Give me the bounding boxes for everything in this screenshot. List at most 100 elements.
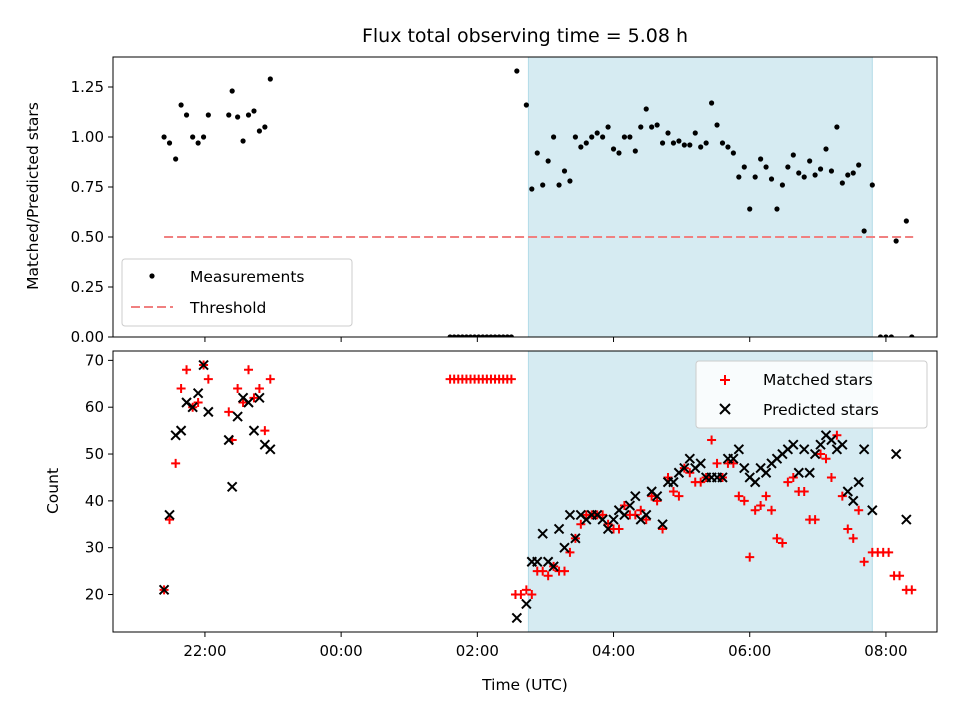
measurement-point	[649, 124, 655, 130]
predicted-star-point	[187, 401, 198, 413]
measurement-point	[752, 174, 758, 180]
matched-star-point	[598, 510, 608, 520]
predicted-star-point	[548, 561, 559, 572]
predicted-star-point	[641, 509, 652, 521]
measurement-point	[665, 130, 671, 136]
matched-star-point	[810, 515, 820, 525]
predicted-star-point	[198, 359, 209, 371]
measurement-point	[508, 334, 514, 337]
predicted-star-point	[853, 476, 864, 488]
bottom-y-tick-label: 30	[85, 539, 104, 557]
predicted-star-point	[265, 444, 276, 455]
bottom-y-tick-label: 70	[85, 351, 104, 369]
bottom-frame	[112, 350, 938, 633]
measurement-point	[484, 334, 490, 337]
predicted-star-point	[788, 439, 799, 450]
predicted-star-point	[717, 472, 728, 483]
measurement-point	[480, 334, 486, 337]
measurement-point	[523, 102, 529, 108]
top-y-tick-label: 0.75	[71, 178, 104, 196]
bottom-y-tick-label: 60	[85, 398, 104, 416]
bottom-y-tick-label: 40	[85, 492, 104, 510]
predicted-star-point	[630, 490, 641, 502]
measurement-point	[173, 156, 179, 162]
measurement-point	[463, 334, 470, 337]
predicted-star-point	[537, 528, 548, 539]
measurement-point	[768, 176, 775, 182]
measurement-point	[529, 186, 535, 192]
measurement-point	[687, 142, 693, 148]
predicted-star-point	[602, 523, 614, 535]
matched-star-point	[837, 491, 847, 501]
predicted-star-point	[739, 462, 750, 474]
matched-star-point	[238, 398, 248, 408]
measurement-point	[643, 106, 649, 112]
predicted-star-point	[243, 397, 254, 408]
predicted-star-point	[223, 434, 234, 446]
predicted-star-point	[798, 444, 810, 455]
matched-star-point	[254, 383, 264, 393]
x-tick-label: 08:00	[864, 642, 907, 660]
predicted-star-point	[804, 467, 815, 478]
measurement-point	[251, 108, 257, 114]
matched-star-point	[171, 458, 181, 468]
legend-matched-label: Matched stars	[763, 371, 873, 389]
predicted-star-point	[684, 453, 696, 464]
measurement-point	[451, 334, 457, 337]
matched-star-point	[750, 505, 760, 515]
measurement-point	[869, 182, 875, 188]
matched-star-point	[565, 547, 575, 557]
predicted-star-point	[867, 505, 878, 516]
x-tick-label: 06:00	[728, 642, 771, 660]
matched-star-point	[603, 519, 613, 529]
measurement-point	[556, 182, 562, 188]
matched-star-point	[527, 590, 537, 600]
predicted-star-point	[158, 584, 170, 596]
matched-star-point	[614, 524, 624, 534]
measurement-point	[166, 140, 173, 146]
x-tick-label: 02:00	[456, 642, 499, 660]
measurement-point	[812, 172, 818, 178]
matched-star-point	[260, 426, 270, 436]
matched-star-point	[576, 519, 586, 529]
measurement-point	[540, 182, 546, 188]
measurement-point	[267, 76, 273, 82]
measurement-point	[763, 164, 769, 170]
matched-star-point	[641, 515, 651, 525]
matched-star-point	[739, 496, 749, 506]
predicted-star-point	[254, 392, 265, 404]
top-axes: 0.00 0.25 0.50 0.75 1.00 1.25	[71, 56, 938, 346]
bottom-legend: Matched stars Predicted stars	[695, 360, 928, 429]
measurement-point	[654, 122, 660, 128]
predicted-star-point	[695, 458, 706, 469]
top-observing-window	[527, 56, 873, 338]
bottom-y-axis-label: Count	[44, 468, 62, 514]
measurement-point	[578, 144, 584, 150]
top-y-tick-label: 1.00	[71, 128, 104, 146]
matched-star-point	[832, 430, 842, 440]
measurement-point	[736, 174, 742, 180]
predicted-star-point	[226, 481, 238, 493]
measurement-point	[828, 168, 835, 174]
predicted-star-point	[651, 490, 663, 502]
matched-star-point	[895, 571, 905, 581]
predicted-star-point	[848, 495, 859, 507]
predicted-star-point	[624, 500, 636, 511]
matched-star-point	[745, 552, 755, 562]
measurement-point	[583, 140, 589, 146]
matched-star-point	[652, 496, 662, 506]
measurement-point	[551, 134, 557, 140]
measurement-point	[534, 150, 540, 156]
matched-star-point	[859, 557, 869, 567]
predicted-star-point	[760, 467, 772, 478]
matched-star-point	[777, 538, 787, 548]
legend-threshold-label: Threshold	[189, 299, 266, 317]
measurement-point	[834, 124, 840, 130]
top-shaded-interval	[527, 56, 873, 338]
matched-star-point	[619, 501, 629, 511]
measurement-point	[807, 158, 813, 164]
matched-star-point	[265, 374, 275, 384]
measurement-point	[741, 164, 747, 170]
matched-star-point	[884, 547, 894, 557]
matched-star-point	[772, 533, 782, 543]
